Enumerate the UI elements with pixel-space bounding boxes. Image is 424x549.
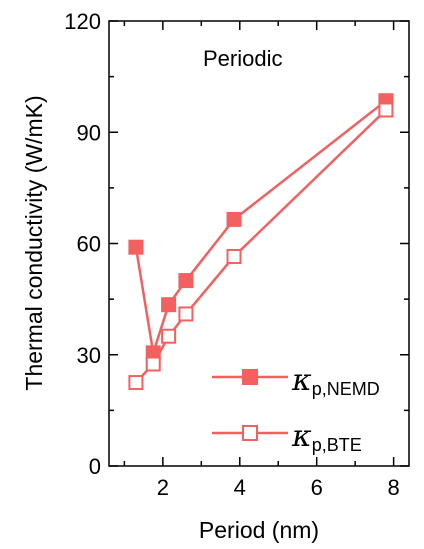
axis-ticks [109,20,409,467]
y-tick-label: 120 [64,9,101,34]
x-tick-label: 2 [157,475,169,500]
series-line-0 [134,99,387,355]
data-point-0 [178,273,194,289]
legend-symbol-nemd: κ [291,363,312,398]
legend-item-nemd: κp,NEMD [212,363,380,399]
x-axis-title: Period (nm) [199,517,319,543]
legend-marker-nemd [242,369,258,385]
x-tick-label: 4 [234,475,246,500]
y-axis-title: Thermal conductivity (W/mK) [21,95,47,390]
legend-subscript-bte: p,BTE [312,435,362,455]
axis-tick-labels: 2 4 6 8 0 30 60 90 120 [64,9,399,500]
data-series [128,93,394,391]
y-tick-label: 30 [77,343,101,368]
data-point-1 [378,102,394,118]
y-tick-label: 0 [89,454,101,479]
data-point-1 [178,306,194,322]
x-tick-label: 8 [387,475,399,500]
legend-marker-bte [242,425,258,441]
legend: κp,NEMD κp,BTE [212,363,380,455]
svg-text:κp,NEMD: κp,NEMD [291,363,380,399]
data-point-1 [128,375,144,391]
svg-text:κp,BTE: κp,BTE [291,419,362,455]
data-point-1 [226,248,242,264]
legend-item-bte: κp,BTE [212,419,362,455]
y-tick-label: 90 [77,120,101,145]
x-tick-label: 6 [311,475,323,500]
data-point-0 [128,239,144,255]
chart-annotation: Periodic [203,46,282,71]
data-point-0 [161,297,177,313]
data-point-0 [226,211,242,227]
plot-frame [108,20,410,467]
legend-symbol-bte: κ [291,419,312,454]
data-point-1 [161,328,177,344]
data-point-1 [145,356,161,372]
y-tick-label: 60 [77,232,101,257]
legend-subscript-nemd: p,NEMD [312,379,380,399]
